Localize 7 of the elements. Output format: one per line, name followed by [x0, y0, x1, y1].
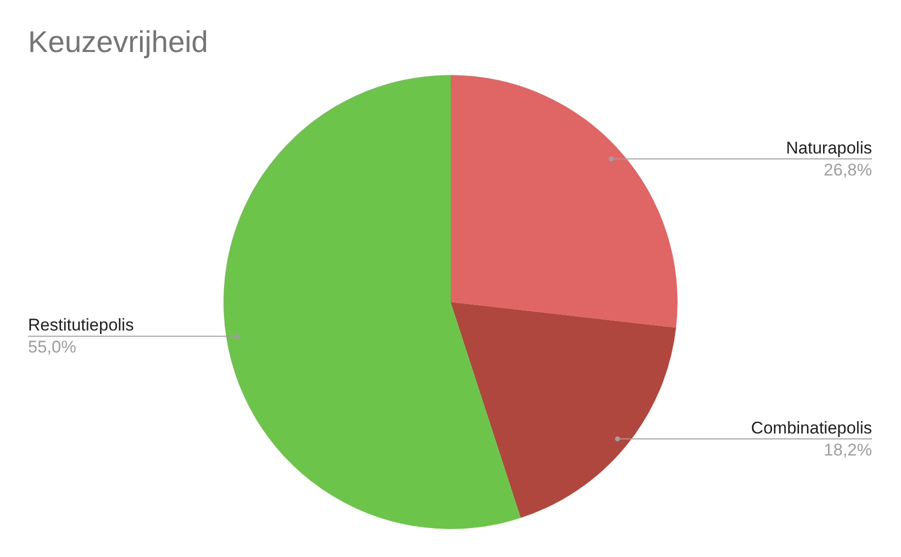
- data-label: 55,0%: [28, 338, 76, 357]
- slice-label: Restitutiepolis: [28, 316, 134, 335]
- chart-title: Keuzevrijheid: [28, 26, 208, 59]
- data-label: 18,2%: [824, 440, 872, 460]
- data-label: 26,8%: [824, 160, 872, 180]
- slice-label: Combinatiepolis: [751, 418, 872, 438]
- slice-label: Naturapolis: [786, 138, 872, 158]
